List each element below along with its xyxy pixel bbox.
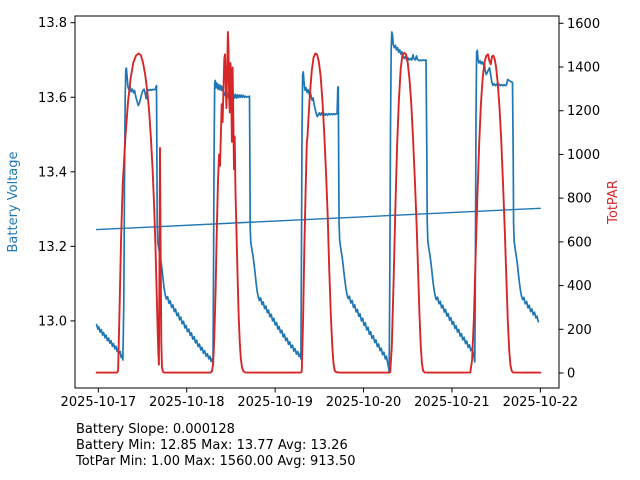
y-left-tick-label: 13.2	[38, 240, 67, 255]
y-left-tick-label: 13.6	[38, 91, 67, 106]
x-tick-label: 2025-10-17	[61, 395, 137, 410]
chart-footer: Battery Slope: 0.000128 Battery Min: 12.…	[75, 422, 356, 469]
y-right-axis-title: TotPAR	[606, 180, 621, 225]
y-left-tick-label: 13.8	[38, 16, 67, 31]
y-right-tick-label: 0	[567, 367, 575, 382]
y-right-tick-label: 1000	[567, 148, 600, 163]
x-tick-label: 2025-10-19	[237, 395, 313, 410]
y-right-tick-label: 800	[567, 192, 592, 207]
y-right-tick-label: 1200	[567, 104, 600, 119]
y-left-axis-title: Battery Voltage	[6, 151, 21, 252]
x-tick-label: 2025-10-21	[414, 395, 490, 410]
y-right-tick-label: 1400	[567, 61, 600, 76]
axes-box	[74, 15, 560, 389]
footer-line-totpar-stats: TotPar Min: 1.00 Max: 1560.00 Avg: 913.5…	[75, 454, 356, 469]
x-tick-label: 2025-10-18	[149, 395, 225, 410]
y-right-tick-label: 400	[567, 279, 592, 294]
series-battery-trend	[95, 207, 541, 231]
x-tick-label: 2025-10-22	[503, 395, 579, 410]
axes-layer: 2025-10-17 2025-10-18 2025-10-19 2025-10-20…	[38, 15, 600, 410]
y-left-tick-label: 13.4	[38, 165, 67, 180]
series-layer	[95, 31, 542, 374]
series-battery-voltage	[95, 31, 540, 374]
x-tick-label: 2025-10-20	[326, 395, 402, 410]
y-right-tick-label: 1600	[567, 17, 600, 32]
y-right-tick-label: 200	[567, 323, 592, 338]
footer-line-battery-stats: Battery Min: 12.85 Max: 13.77 Avg: 13.26	[76, 438, 348, 453]
footer-line-battery-slope: Battery Slope: 0.000128	[76, 422, 235, 437]
y-right-tick-label: 600	[567, 235, 592, 250]
series-totpar	[95, 31, 542, 374]
y-left-tick-label: 13.0	[38, 314, 67, 329]
